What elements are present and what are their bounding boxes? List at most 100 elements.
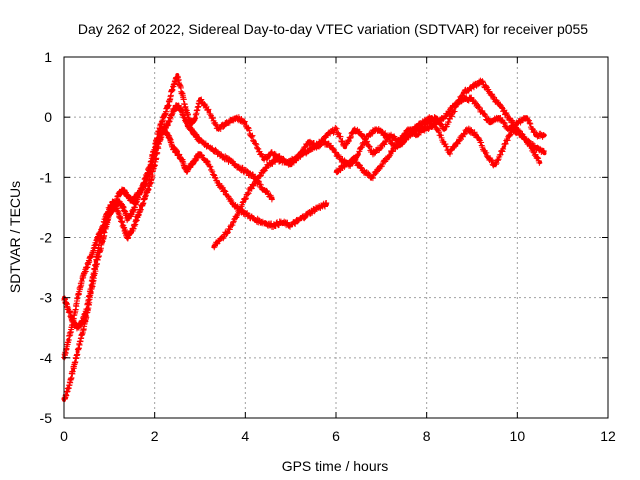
data-point-marker bbox=[483, 149, 490, 156]
data-point-marker bbox=[446, 150, 453, 157]
x-tick-label: 10 bbox=[510, 428, 526, 444]
data-point-marker bbox=[253, 141, 260, 148]
series-arc-2 bbox=[61, 125, 330, 332]
data-point-marker bbox=[497, 151, 504, 158]
data-point-marker bbox=[365, 170, 372, 177]
data-point-marker bbox=[371, 171, 378, 178]
data-point-marker bbox=[247, 184, 254, 191]
data-point-marker bbox=[389, 147, 396, 154]
data-point-marker bbox=[445, 119, 452, 126]
y-tick-label: 1 bbox=[44, 49, 52, 65]
data-point-marker bbox=[435, 127, 442, 134]
data-point-marker bbox=[500, 119, 507, 126]
x-tick-label: 8 bbox=[423, 428, 431, 444]
data-point-marker bbox=[239, 199, 246, 206]
data-point-marker bbox=[246, 127, 253, 134]
x-axis-label: GPS time / hours bbox=[282, 458, 389, 474]
data-point-marker bbox=[450, 144, 457, 151]
data-point-marker bbox=[347, 135, 354, 142]
data-point-marker bbox=[361, 139, 368, 146]
data-point-marker bbox=[230, 219, 237, 226]
y-tick-label: -3 bbox=[40, 290, 53, 306]
data-point-marker bbox=[437, 132, 444, 139]
data-point-marker bbox=[242, 195, 249, 202]
data-point-marker bbox=[498, 104, 505, 111]
data-point-marker bbox=[253, 144, 260, 151]
data-point-marker bbox=[443, 143, 450, 150]
data-point bbox=[538, 160, 542, 165]
data-point-marker bbox=[339, 138, 346, 145]
data-point-marker bbox=[369, 175, 376, 182]
data-point-marker bbox=[220, 187, 227, 194]
data-point-marker bbox=[492, 161, 499, 168]
data-point-marker bbox=[337, 133, 344, 140]
data-point-marker bbox=[249, 132, 256, 139]
data-point-marker bbox=[224, 230, 231, 237]
data-point-marker bbox=[366, 143, 373, 150]
x-tick-label: 2 bbox=[151, 428, 159, 444]
data-point-marker bbox=[393, 143, 400, 150]
data-point-marker bbox=[226, 195, 233, 202]
data-point-marker bbox=[262, 165, 269, 172]
data-point-marker bbox=[198, 151, 205, 158]
data-point-marker bbox=[527, 120, 534, 127]
data-point-marker bbox=[329, 145, 336, 152]
data-point-marker bbox=[475, 134, 482, 141]
data-point-marker bbox=[481, 112, 488, 119]
data-point-marker bbox=[256, 181, 263, 188]
data-point-marker bbox=[360, 141, 367, 148]
data-point-marker bbox=[524, 116, 531, 123]
data-point-marker bbox=[253, 177, 260, 184]
data-point-marker bbox=[504, 137, 511, 144]
y-tick-label: -2 bbox=[40, 230, 53, 246]
data-point-marker bbox=[335, 152, 342, 159]
data-point-marker bbox=[478, 139, 485, 146]
data-point-marker bbox=[292, 220, 299, 227]
data-point-marker bbox=[220, 123, 227, 130]
data-point-marker bbox=[206, 163, 213, 170]
data-point-marker bbox=[366, 143, 373, 150]
data-point-marker bbox=[252, 140, 259, 147]
data-point-marker bbox=[389, 148, 396, 155]
data-point-marker bbox=[522, 135, 529, 142]
data-point-marker bbox=[494, 157, 501, 164]
data-point-marker bbox=[502, 140, 509, 147]
data-point-marker bbox=[245, 190, 252, 197]
y-tick-label: 0 bbox=[44, 109, 52, 125]
data-point bbox=[542, 151, 547, 156]
data-point-marker bbox=[411, 128, 418, 135]
data-point-marker bbox=[244, 124, 251, 131]
y-tick-label: -4 bbox=[40, 350, 53, 366]
x-tick-label: 0 bbox=[60, 428, 68, 444]
data-point-marker bbox=[293, 156, 300, 163]
data-point-marker bbox=[244, 189, 251, 196]
grid-lines bbox=[64, 57, 608, 418]
data-point-marker bbox=[387, 137, 394, 144]
data-point-marker bbox=[242, 196, 249, 203]
chart-title: Day 262 of 2022, Sidereal Day-to-day VTE… bbox=[78, 21, 588, 37]
data-point-marker bbox=[460, 90, 467, 97]
data-point-marker bbox=[357, 144, 364, 151]
data-point-marker bbox=[446, 109, 453, 116]
data-point-marker bbox=[235, 209, 242, 216]
data-point-marker bbox=[335, 130, 342, 137]
data-point-marker bbox=[493, 160, 500, 167]
data-point-marker bbox=[301, 215, 308, 222]
data-point-marker bbox=[219, 184, 226, 191]
data-point-marker bbox=[467, 126, 474, 133]
data-points bbox=[61, 73, 547, 403]
data-point bbox=[270, 196, 275, 201]
data-point-marker bbox=[428, 114, 435, 121]
data-point-marker bbox=[442, 141, 449, 148]
data-point-marker bbox=[222, 188, 229, 195]
data-point-marker bbox=[489, 93, 496, 100]
data-point-marker bbox=[263, 187, 270, 194]
data-point-marker bbox=[512, 122, 519, 129]
axis-ticks: 0 2 4 6 8 10 12 -5 -4 -3 -2 -1 0 1 bbox=[40, 49, 616, 444]
data-point-marker bbox=[475, 103, 482, 110]
y-tick-label: -1 bbox=[40, 169, 53, 185]
x-tick-label: 4 bbox=[241, 428, 249, 444]
data-point-marker bbox=[209, 115, 216, 122]
data-point-marker bbox=[207, 163, 214, 170]
